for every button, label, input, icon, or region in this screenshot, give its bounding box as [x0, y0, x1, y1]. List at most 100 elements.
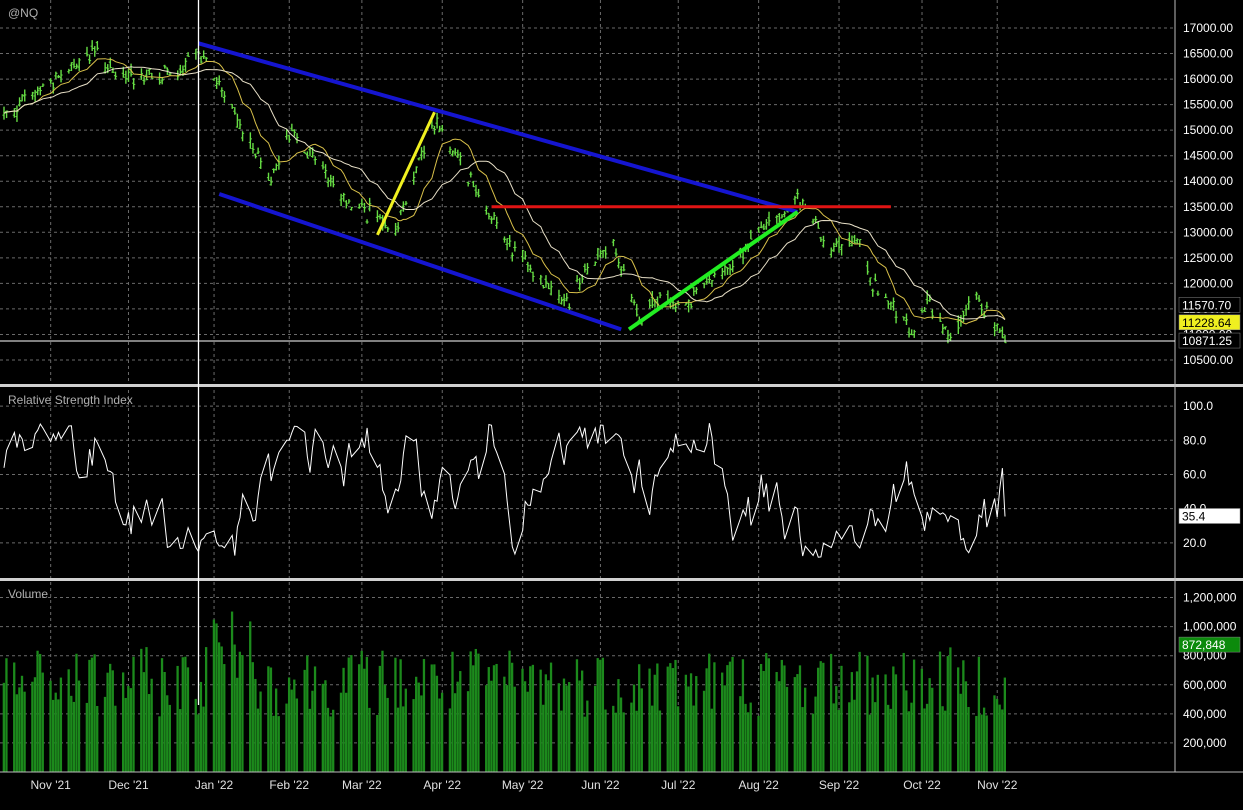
- volume-bar: [142, 672, 146, 772]
- price-bar: [150, 72, 154, 80]
- swing-line-green[interactable]: [627, 210, 799, 332]
- volume-bar: [41, 672, 44, 772]
- price-bar: [889, 301, 893, 310]
- price-bar: [67, 68, 71, 74]
- price-bar: [274, 163, 278, 171]
- price-bar: [323, 164, 328, 179]
- swing-line-yellow[interactable]: [376, 111, 436, 236]
- volume-bar: [819, 661, 822, 772]
- volume-bar: [357, 664, 361, 772]
- price-bar: [865, 260, 870, 275]
- price-bar: [476, 188, 481, 198]
- volume-bar: [902, 652, 905, 772]
- volume-bar: [887, 704, 890, 772]
- price-bar: [598, 249, 603, 259]
- price-bar: [194, 48, 198, 60]
- volume-bar: [814, 696, 817, 772]
- price-bar: [396, 222, 400, 232]
- price-bar: [357, 203, 361, 209]
- price-bar: [93, 46, 97, 57]
- price-bar: [829, 247, 833, 258]
- price-bar: [834, 238, 839, 247]
- volume-bar: [194, 698, 197, 772]
- rsi-tick-label: 100.0: [1183, 399, 1213, 413]
- price-bar: [873, 273, 877, 282]
- volume-bar: [669, 663, 672, 772]
- volume-bar: [399, 659, 402, 772]
- volume-value-tag: 872,848: [1178, 636, 1241, 653]
- price-bar: [985, 301, 989, 309]
- price-bar: [967, 296, 971, 310]
- volume-bar: [798, 665, 802, 772]
- price-bar: [365, 219, 369, 224]
- volume-bar: [33, 677, 37, 772]
- price-bar: [15, 105, 19, 122]
- price-bar: [85, 46, 89, 57]
- volume-bar: [360, 650, 363, 772]
- price-bar: [222, 91, 227, 103]
- price-bar: [510, 252, 514, 262]
- volume-bar: [651, 705, 654, 772]
- panel-separator: [0, 578, 1243, 581]
- volume-bar: [440, 692, 444, 772]
- volume-panel[interactable]: [2, 611, 1006, 772]
- price-bar: [495, 216, 499, 229]
- volume-bar: [578, 680, 581, 772]
- price-bar: [59, 69, 63, 83]
- volume-bar: [5, 658, 8, 772]
- volume-bar: [220, 646, 223, 772]
- rsi-panel[interactable]: [3, 423, 1006, 558]
- moving-average-fast: [3, 58, 1006, 325]
- price-bar: [251, 143, 255, 154]
- price-panel[interactable]: [2, 40, 1007, 344]
- price-bar: [658, 292, 662, 299]
- price-bar: [596, 247, 600, 260]
- price-bar: [393, 222, 398, 236]
- price-bar: [453, 148, 457, 156]
- volume-bar: [684, 674, 688, 772]
- price-bar: [793, 195, 797, 205]
- volume-bar: [77, 680, 81, 772]
- price-bar: [342, 192, 346, 202]
- volume-bar: [223, 664, 226, 772]
- volume-bar: [238, 651, 241, 772]
- trend-channel-upper-line[interactable]: [197, 41, 799, 214]
- volume-bar: [964, 681, 968, 772]
- price-bar: [233, 107, 237, 115]
- volume-bar: [57, 699, 60, 772]
- volume-bar: [816, 667, 820, 772]
- volume-bar: [199, 681, 203, 772]
- volume-bar: [412, 699, 415, 772]
- price-bar: [725, 267, 730, 275]
- price-bar: [502, 236, 507, 243]
- price-bar: [414, 166, 418, 174]
- volume-bar: [731, 656, 734, 772]
- trend-channel-lower-line[interactable]: [218, 192, 622, 332]
- volume-bar: [20, 675, 24, 772]
- price-bar: [585, 262, 590, 275]
- volume-bar: [529, 666, 532, 772]
- volume-bar: [176, 665, 179, 772]
- volume-bar: [368, 707, 371, 772]
- volume-bar: [946, 656, 949, 772]
- price-bar: [521, 249, 525, 263]
- volume-bar: [420, 695, 423, 772]
- price-bar: [484, 205, 488, 215]
- volume-bar: [980, 714, 983, 772]
- volume-bar: [977, 656, 981, 772]
- price-bar: [69, 62, 74, 72]
- volume-bar: [728, 661, 732, 772]
- volume-bar: [765, 653, 768, 772]
- volume-bar: [363, 668, 366, 772]
- volume-bar: [749, 702, 752, 772]
- volume-bar: [746, 712, 750, 772]
- price-bar: [762, 223, 766, 230]
- volume-bar: [394, 657, 397, 772]
- volume-bar: [622, 712, 625, 772]
- volume-bar: [695, 676, 698, 772]
- volume-bar: [140, 648, 143, 772]
- price-tick-label: 14000.00: [1183, 174, 1233, 188]
- price-bar: [731, 260, 735, 273]
- volume-bar: [884, 674, 887, 772]
